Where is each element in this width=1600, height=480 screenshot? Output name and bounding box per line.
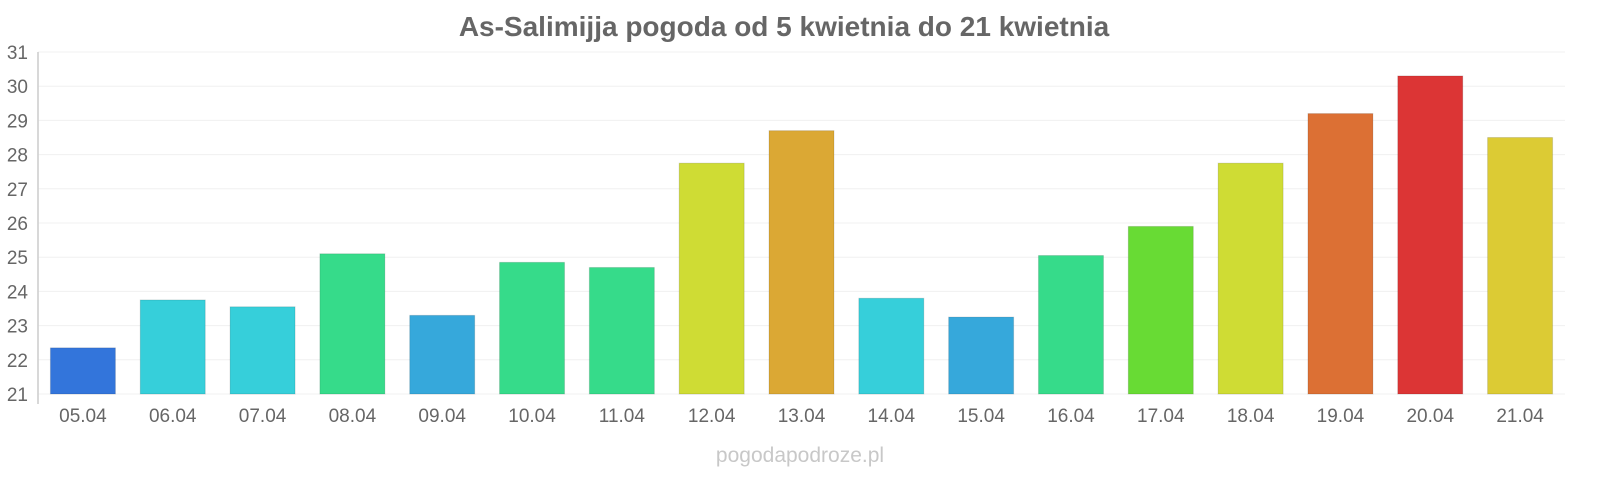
bar-13.04[interactable] xyxy=(768,130,835,395)
y-tick-label: 25 xyxy=(7,248,28,269)
x-tick-label: 15.04 xyxy=(957,406,1005,427)
bar-18.04[interactable] xyxy=(1217,162,1284,395)
chart-title: As-Salimijja pogoda od 5 kwietnia do 21 … xyxy=(459,11,1110,42)
x-tick-label: 08.04 xyxy=(329,406,377,427)
x-tick-label: 19.04 xyxy=(1317,406,1365,427)
x-tick-label: 07.04 xyxy=(239,406,287,427)
x-tick-label: 21.04 xyxy=(1496,406,1544,427)
y-tick-label: 30 xyxy=(7,77,28,98)
y-tick-label: 23 xyxy=(7,317,28,338)
y-tick-label: 31 xyxy=(7,43,28,64)
bar-14.04[interactable] xyxy=(858,297,925,395)
bar-19.04[interactable] xyxy=(1307,113,1374,395)
x-tick-label: 20.04 xyxy=(1406,406,1454,427)
bar-12.04[interactable] xyxy=(678,162,745,395)
y-tick-label: 22 xyxy=(7,351,28,372)
x-tick-label: 05.04 xyxy=(59,406,107,427)
bar-17.04[interactable] xyxy=(1127,225,1194,395)
bar-07.04[interactable] xyxy=(229,306,296,395)
x-tick-label: 06.04 xyxy=(149,406,197,427)
bar-11.04[interactable] xyxy=(588,266,655,395)
bar-15.04[interactable] xyxy=(948,316,1015,395)
bar-06.04[interactable] xyxy=(139,299,206,395)
x-tick-label: 18.04 xyxy=(1227,406,1275,427)
source-watermark: pogodapodroze.pl xyxy=(716,444,884,467)
y-tick-label: 27 xyxy=(7,180,28,201)
x-tick-label: 17.04 xyxy=(1137,406,1185,427)
x-tick-label: 16.04 xyxy=(1047,406,1095,427)
x-tick-label: 13.04 xyxy=(778,406,826,427)
bar-20.04[interactable] xyxy=(1397,75,1464,395)
bar-21.04[interactable] xyxy=(1487,137,1554,395)
bar-16.04[interactable] xyxy=(1037,254,1104,395)
y-tick-label: 26 xyxy=(7,214,28,235)
y-tick-label: 29 xyxy=(7,111,28,132)
x-tick-label: 09.04 xyxy=(418,406,466,427)
y-tick-label: 24 xyxy=(7,282,29,303)
bar-08.04[interactable] xyxy=(319,253,386,395)
x-tick-label: 14.04 xyxy=(868,406,916,427)
y-tick-label: 21 xyxy=(7,385,28,406)
bar-10.04[interactable] xyxy=(499,261,566,395)
bar-09.04[interactable] xyxy=(409,314,476,395)
x-tick-label: 12.04 xyxy=(688,406,736,427)
x-tick-label: 11.04 xyxy=(599,406,646,427)
y-tick-label: 28 xyxy=(7,146,28,167)
bar-05.04[interactable] xyxy=(49,347,116,395)
x-tick-label: 10.04 xyxy=(508,406,556,427)
